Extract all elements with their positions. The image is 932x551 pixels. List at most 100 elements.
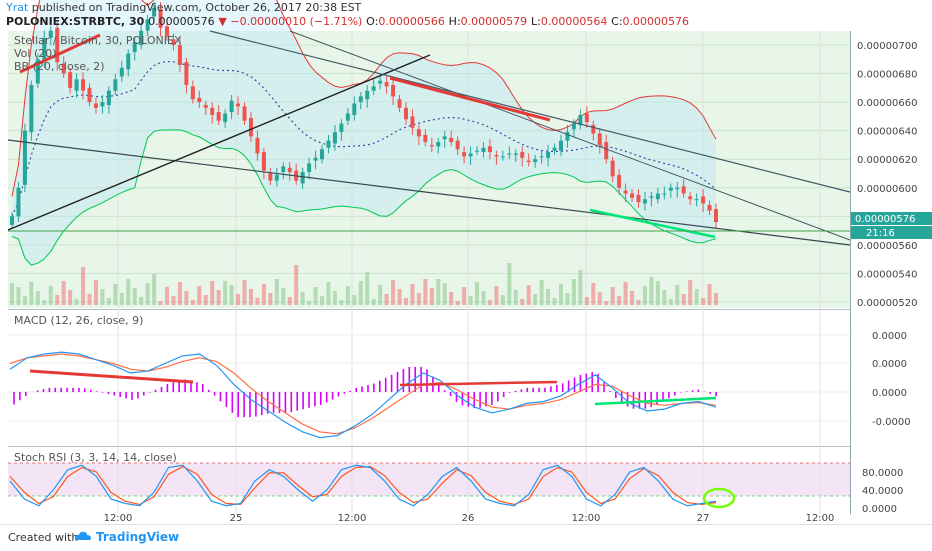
- candle-body: [100, 102, 105, 107]
- candle-body: [42, 37, 47, 63]
- macd-tick-label: -0.0000: [872, 417, 911, 428]
- candle-body: [339, 123, 344, 133]
- candle-body: [423, 134, 428, 143]
- volume-bar: [397, 289, 402, 305]
- candle-body: [462, 152, 467, 157]
- trendline-lower: [7, 139, 851, 246]
- divergence-line-red: [389, 76, 551, 122]
- volume-bar: [248, 289, 253, 305]
- time-tick-label: 12:00: [806, 513, 835, 524]
- volume-bar: [371, 299, 376, 305]
- candle-body: [526, 160, 531, 163]
- close-label: C:: [611, 15, 623, 28]
- volume-bar: [22, 296, 27, 305]
- trendline-upper: [209, 30, 851, 193]
- candle-body: [48, 30, 53, 38]
- volume-bar: [481, 291, 486, 305]
- volume-bar: [701, 298, 706, 305]
- price-pane[interactable]: [8, 31, 850, 308]
- candle-body: [216, 112, 221, 121]
- volume-bar: [61, 281, 66, 305]
- time-tick-label: 25: [230, 513, 243, 524]
- volume-bar: [42, 300, 47, 305]
- candle-body: [442, 136, 447, 140]
- candle-body: [623, 190, 628, 194]
- candle-body: [248, 117, 253, 137]
- last-price-text: 0.00000576: [855, 214, 915, 225]
- candle-body: [604, 142, 609, 160]
- candle-body: [533, 159, 538, 163]
- candle-body: [365, 90, 370, 100]
- stoch-tick-label: 40.0000: [862, 486, 903, 497]
- stoch-d-line: [9, 465, 717, 506]
- stoch-legend: Stoch RSI (3, 3, 14, 14, close): [14, 451, 177, 464]
- author-link[interactable]: Yrat: [6, 1, 29, 14]
- candle-body: [68, 72, 73, 88]
- volume-bar: [242, 280, 247, 305]
- stoch-tick-label: 0.0000: [862, 504, 897, 515]
- macd-tick-label: 0.0000: [872, 388, 907, 399]
- price-tick-label: 0.00000680: [857, 70, 917, 81]
- volume-bar: [675, 285, 680, 305]
- candle-body: [707, 204, 712, 211]
- high-value: 0.00000579: [460, 15, 528, 28]
- candle-body: [539, 156, 544, 158]
- chart-canvas[interactable]: 0.00000700 0.00000680 0.00000660 0.00000640…: [0, 0, 932, 524]
- candle-body: [171, 39, 176, 45]
- last-price-badge: [851, 212, 932, 225]
- candle-body: [203, 104, 208, 108]
- volume-bar: [526, 285, 531, 305]
- time-axis[interactable]: 12:00 25 12:00 26 12:00 27 12:00: [104, 513, 835, 524]
- candle-body: [106, 90, 111, 105]
- current-price: 0.00000576: [148, 15, 215, 28]
- candle-body: [487, 146, 492, 153]
- candle-body: [416, 129, 421, 137]
- high-label: H:: [448, 15, 461, 28]
- volume-bar: [313, 287, 318, 305]
- volume-bar: [132, 288, 137, 305]
- candle-body: [119, 67, 124, 77]
- candle-body: [307, 163, 312, 173]
- tradingview-brand[interactable]: TradingView: [96, 530, 180, 544]
- volume-bar: [623, 282, 628, 305]
- volume-bar: [203, 295, 208, 305]
- candle-body: [468, 153, 473, 157]
- bb-legend: BB (20, close, 2): [14, 60, 105, 73]
- volume-bar: [358, 281, 363, 305]
- volume-bars: [10, 263, 718, 305]
- volume-bar: [681, 294, 686, 305]
- volume-bar: [332, 291, 337, 305]
- volume-bar: [403, 298, 408, 305]
- trend-drawings[interactable]: [7, 30, 851, 246]
- candle-body: [223, 113, 228, 123]
- macd-tick-label: 0.0000: [872, 359, 907, 370]
- volume-bar: [294, 265, 299, 305]
- volume-bar: [630, 291, 635, 305]
- volume-bar: [565, 293, 570, 305]
- volume-bar: [571, 279, 576, 305]
- candle-body: [520, 152, 525, 158]
- candle-body: [558, 140, 563, 151]
- candle-body: [694, 199, 699, 201]
- stoch-lines: [9, 464, 736, 509]
- volume-bar: [165, 287, 170, 305]
- candle-body: [113, 79, 118, 91]
- candle-body: [642, 199, 647, 204]
- candle-body: [313, 157, 318, 161]
- candle-body: [410, 116, 415, 128]
- volume-bar: [378, 285, 383, 305]
- symbol-label[interactable]: POLONIEX:STRBTC, 30: [6, 15, 145, 28]
- candle-body: [494, 154, 499, 157]
- volume-bar: [507, 263, 512, 305]
- candle-body: [481, 147, 486, 153]
- volume-bar: [558, 284, 563, 305]
- macd-signal-line: [9, 353, 717, 435]
- price-axis[interactable]: 0.00000700 0.00000680 0.00000660 0.00000640…: [857, 41, 917, 515]
- volume-bar: [546, 289, 551, 305]
- candle-body: [688, 196, 693, 200]
- grid-lines: [8, 31, 850, 514]
- trendline-rising: [7, 54, 431, 231]
- volume-bar: [707, 284, 712, 305]
- volume-bar: [35, 291, 40, 305]
- volume-bar: [584, 297, 589, 305]
